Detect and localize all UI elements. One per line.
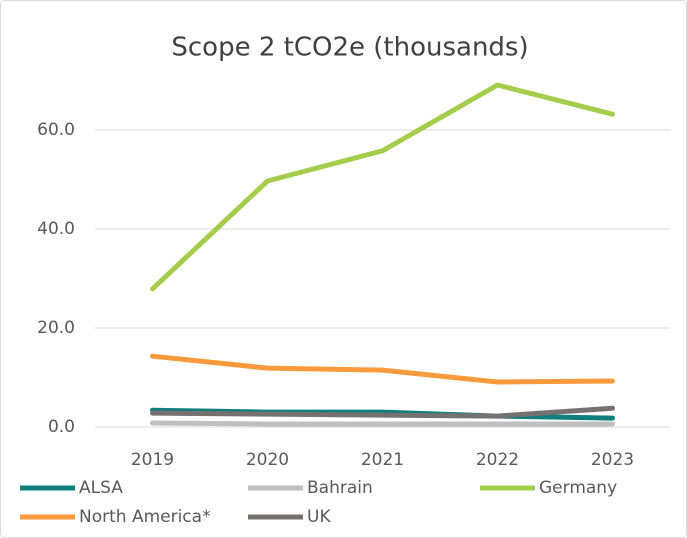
x-tick-label: 2022 xyxy=(476,450,519,470)
y-tick-label: 60.0 xyxy=(37,120,75,140)
legend-label: Germany xyxy=(539,478,617,498)
y-tick-label: 0.0 xyxy=(48,417,75,437)
x-tick-label: 2023 xyxy=(591,450,634,470)
series-line xyxy=(150,420,615,427)
series-line xyxy=(150,405,615,419)
legend-label: North America* xyxy=(79,507,211,527)
x-tick-label: 2020 xyxy=(246,450,289,470)
chart-title: Scope 2 tCO2e (thousands) xyxy=(171,33,528,63)
x-tick-label: 2019 xyxy=(131,450,174,470)
y-tick-label: 40.0 xyxy=(37,219,75,239)
legend-label: ALSA xyxy=(79,478,123,498)
series-line xyxy=(150,82,615,292)
y-tick-label: 20.0 xyxy=(37,318,75,338)
legend-label: UK xyxy=(307,507,331,527)
series-line xyxy=(150,353,615,385)
x-tick-label: 2021 xyxy=(361,450,404,470)
legend-label: Bahrain xyxy=(307,478,373,498)
